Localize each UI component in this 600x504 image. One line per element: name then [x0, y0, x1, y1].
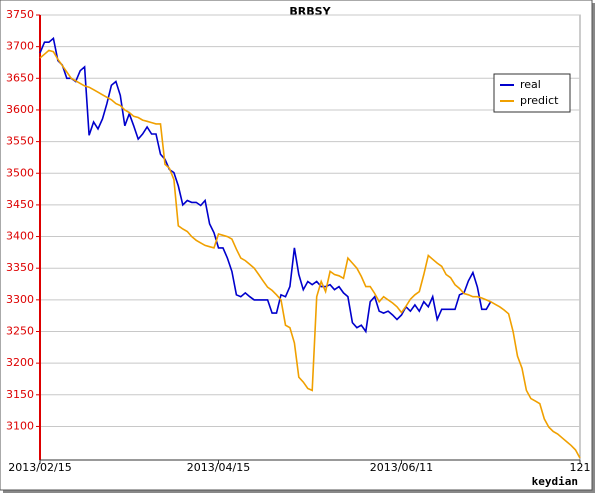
series-line — [39, 36, 492, 334]
y-tick-label: 3700 — [6, 40, 34, 53]
y-tick-label: 3600 — [6, 103, 34, 116]
y-tick-label: 3500 — [6, 166, 34, 179]
x-tick-label: 2013/06/11 — [370, 461, 433, 474]
legend-label: predict — [520, 94, 559, 107]
series-line — [39, 49, 581, 459]
x-tick-label: 2013/04/15 — [187, 461, 250, 474]
y-tick-label: 3100 — [6, 419, 34, 432]
y-tick-label: 3200 — [6, 356, 34, 369]
legend-box — [493, 73, 571, 113]
y-tick-label: 3750 — [6, 8, 34, 21]
y-tick-label: 3150 — [6, 388, 34, 401]
y-tick-label: 3450 — [6, 198, 34, 211]
y-tick-label: 3350 — [6, 261, 34, 274]
x-tick-label: 2013/02/15 — [8, 461, 71, 474]
x-tick-label: 121 — [570, 461, 591, 474]
y-tick-label: 3300 — [6, 293, 34, 306]
y-tick-label: 3250 — [6, 325, 34, 338]
y-tick-label: 3650 — [6, 71, 34, 84]
y-tick-label: 3550 — [6, 135, 34, 148]
y-tick-label: 3400 — [6, 230, 34, 243]
x-axis-label: keydian — [532, 475, 578, 488]
legend-label: real — [520, 78, 541, 91]
